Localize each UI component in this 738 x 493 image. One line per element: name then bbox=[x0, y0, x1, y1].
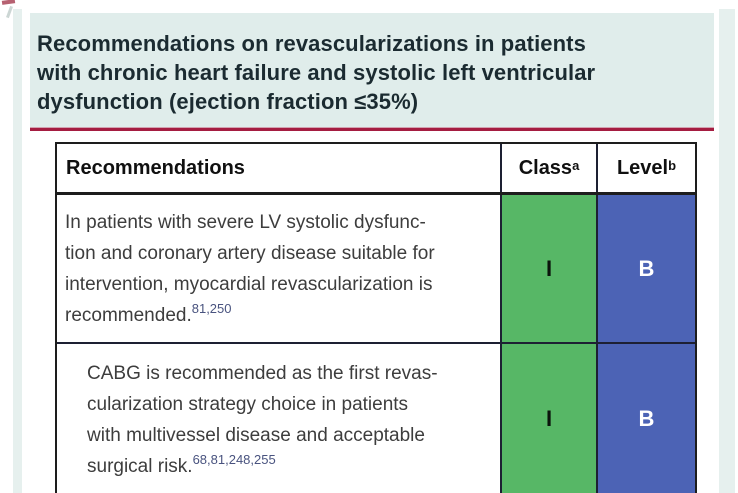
row-1-text-line-2: tion and coronary artery disease suitabl… bbox=[65, 243, 435, 264]
row-2-text-line-2: cularization strategy choice in patients bbox=[87, 394, 409, 415]
table-row-2: CABG is recommended as the first revas- … bbox=[57, 344, 695, 493]
table-header-row: Recommendations Class a Level b bbox=[57, 144, 695, 195]
row-1-class-value: I bbox=[545, 255, 553, 281]
row-2-reference-numbers: 68,81,248,255 bbox=[192, 451, 276, 467]
header-cell-class: Class a bbox=[502, 144, 598, 192]
header-class-label: Class bbox=[518, 156, 573, 179]
row-1-class-cell: I bbox=[502, 195, 598, 342]
header-level-label: Level bbox=[616, 156, 669, 179]
red-divider-rule bbox=[30, 127, 714, 131]
row-2-text-line-4-text: surgical risk. bbox=[87, 456, 193, 477]
corner-red-sliver bbox=[1, 0, 16, 5]
page-title-line-1: Recommendations on revascularizations in… bbox=[37, 31, 586, 56]
row-2-level-cell: B bbox=[598, 344, 695, 493]
row-2-text-line-1: CABG is recommended as the first revas- bbox=[87, 363, 438, 384]
row-1-recommendation-text: In patients with severe LV systolic dysf… bbox=[57, 195, 502, 342]
header-cell-recommendations: Recommendations bbox=[57, 144, 502, 192]
row-1-text-line-3: intervention, myocardial revascularizati… bbox=[65, 274, 433, 295]
row-1-reference-numbers: 81,250 bbox=[191, 300, 232, 316]
row-2-text-line-4: surgical risk.68,81,248,255 bbox=[87, 451, 494, 482]
recommendations-table: Recommendations Class a Level b In patient… bbox=[55, 142, 697, 493]
row-1-level-value: B bbox=[638, 255, 655, 281]
row-1-text-line-4: recommended.81,250 bbox=[65, 300, 494, 331]
row-2-recommendation-text: CABG is recommended as the first revas- … bbox=[57, 344, 502, 493]
header-cell-level: Level b bbox=[616, 156, 677, 179]
header-recommendations-label: Recommendations bbox=[66, 156, 245, 179]
row-2-class-value: I bbox=[545, 405, 553, 431]
left-edge-strip bbox=[13, 9, 22, 493]
table-row-1: In patients with severe LV systolic dysf… bbox=[57, 195, 695, 344]
page-title-line-2: with chronic heart failure and systolic … bbox=[37, 60, 596, 85]
row-1-text-line-1: In patients with severe LV systolic dysf… bbox=[65, 212, 426, 233]
row-2-class-cell: I bbox=[502, 344, 598, 493]
corner-gray-smudge bbox=[6, 5, 13, 19]
right-edge-strip bbox=[719, 9, 735, 493]
title-panel: Recommendations on revascularizations in… bbox=[30, 13, 714, 127]
page-title-line-3: dysfunction (ejection fraction ≤35%) bbox=[37, 89, 419, 114]
row-2-text-line-3: with multivessel disease and acceptable bbox=[87, 425, 425, 446]
row-1-text-line-4-text: recommended. bbox=[65, 305, 192, 326]
row-2-level-value: B bbox=[638, 405, 655, 431]
row-1-level-cell: B bbox=[598, 195, 695, 342]
